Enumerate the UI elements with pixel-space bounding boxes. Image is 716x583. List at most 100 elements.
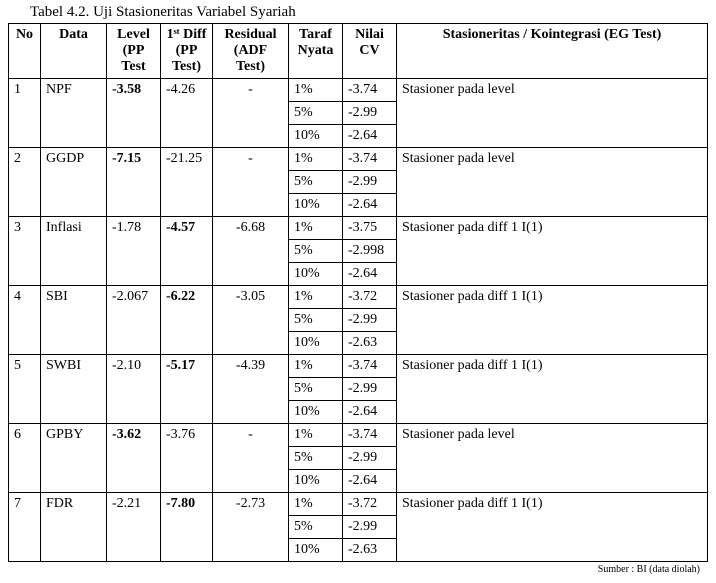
cell-residual: - [213, 424, 289, 493]
th-no: No [9, 24, 41, 79]
cell-taraf: 5% [289, 240, 343, 263]
cell-cv: -3.74 [343, 424, 397, 447]
cell-data: Inflasi [41, 217, 107, 286]
cell-diff: -6.22 [161, 286, 213, 355]
cell-data: SWBI [41, 355, 107, 424]
cell-residual: -3.05 [213, 286, 289, 355]
cell-residual: - [213, 148, 289, 217]
th-taraf: Taraf Nyata [289, 24, 343, 79]
cell-cv: -3.74 [343, 355, 397, 378]
cell-level: -7.15 [107, 148, 161, 217]
table-source: Sumber : BI (data diolah) [8, 564, 700, 575]
cell-data: GGDP [41, 148, 107, 217]
cell-stationarity: Stasioner pada level [397, 148, 708, 217]
cell-cv: -3.74 [343, 79, 397, 102]
cell-taraf: 10% [289, 332, 343, 355]
cell-cv: -3.72 [343, 493, 397, 516]
cell-taraf: 10% [289, 401, 343, 424]
cell-cv: -2.99 [343, 171, 397, 194]
cell-cv: -2.63 [343, 332, 397, 355]
cell-taraf: 1% [289, 217, 343, 240]
cell-diff: -3.76 [161, 424, 213, 493]
cell-stationarity: Stasioner pada diff 1 I(1) [397, 493, 708, 562]
cell-taraf: 5% [289, 516, 343, 539]
cell-diff: -5.17 [161, 355, 213, 424]
cell-cv: -2.99 [343, 447, 397, 470]
cell-taraf: 5% [289, 309, 343, 332]
cell-level: -2.067 [107, 286, 161, 355]
cell-no: 5 [9, 355, 41, 424]
cell-taraf: 1% [289, 286, 343, 309]
cell-taraf: 5% [289, 447, 343, 470]
cell-cv: -2.99 [343, 102, 397, 125]
table-row: 1NPF-3.58-4.26-1%-3.74Stasioner pada lev… [9, 79, 708, 102]
cell-diff: -7.80 [161, 493, 213, 562]
cell-no: 2 [9, 148, 41, 217]
cell-no: 4 [9, 286, 41, 355]
cell-diff: -21.25 [161, 148, 213, 217]
cell-stationarity: Stasioner pada diff 1 I(1) [397, 217, 708, 286]
cell-taraf: 5% [289, 102, 343, 125]
table-header-row: No Data Level (PP Test 1ˢᵗ Diff (PP Test… [9, 24, 708, 79]
th-level: Level (PP Test [107, 24, 161, 79]
cell-level: -3.62 [107, 424, 161, 493]
cell-stationarity: Stasioner pada level [397, 79, 708, 148]
cell-no: 3 [9, 217, 41, 286]
cell-data: SBI [41, 286, 107, 355]
cell-taraf: 1% [289, 79, 343, 102]
cell-taraf: 1% [289, 493, 343, 516]
cell-cv: -2.64 [343, 263, 397, 286]
cell-taraf: 1% [289, 424, 343, 447]
cell-cv: -2.63 [343, 539, 397, 562]
cell-cv: -2.64 [343, 470, 397, 493]
cell-cv: -2.99 [343, 378, 397, 401]
cell-taraf: 10% [289, 539, 343, 562]
cell-residual: -6.68 [213, 217, 289, 286]
cell-residual: - [213, 79, 289, 148]
cell-taraf: 1% [289, 148, 343, 171]
table-row: 3Inflasi-1.78-4.57-6.681%-3.75Stasioner … [9, 217, 708, 240]
cell-stationarity: Stasioner pada diff 1 I(1) [397, 286, 708, 355]
cell-level: -3.58 [107, 79, 161, 148]
cell-level: -2.21 [107, 493, 161, 562]
cell-diff: -4.57 [161, 217, 213, 286]
cell-cv: -3.72 [343, 286, 397, 309]
table-row: 6GPBY-3.62-3.76-1%-3.74Stasioner pada le… [9, 424, 708, 447]
cell-residual: -2.73 [213, 493, 289, 562]
table-row: 2GGDP-7.15-21.25-1%-3.74Stasioner pada l… [9, 148, 708, 171]
th-resid: Residual (ADF Test) [213, 24, 289, 79]
cell-level: -1.78 [107, 217, 161, 286]
cell-level: -2.10 [107, 355, 161, 424]
cell-cv: -3.75 [343, 217, 397, 240]
cell-diff: -4.26 [161, 79, 213, 148]
cell-taraf: 10% [289, 194, 343, 217]
table-row: 7FDR-2.21-7.80-2.731%-3.72Stasioner pada… [9, 493, 708, 516]
cell-cv: -2.99 [343, 309, 397, 332]
cell-taraf: 10% [289, 470, 343, 493]
th-cv: Nilai CV [343, 24, 397, 79]
cell-cv: -2.64 [343, 194, 397, 217]
cell-taraf: 5% [289, 171, 343, 194]
cell-stationarity: Stasioner pada diff 1 I(1) [397, 355, 708, 424]
cell-data: NPF [41, 79, 107, 148]
cell-taraf: 5% [289, 378, 343, 401]
cell-cv: -2.64 [343, 125, 397, 148]
th-data: Data [41, 24, 107, 79]
cell-data: FDR [41, 493, 107, 562]
th-diff: 1ˢᵗ Diff (PP Test) [161, 24, 213, 79]
cell-cv: -2.998 [343, 240, 397, 263]
stationarity-table: No Data Level (PP Test 1ˢᵗ Diff (PP Test… [8, 23, 708, 562]
cell-no: 7 [9, 493, 41, 562]
cell-residual: -4.39 [213, 355, 289, 424]
th-stat: Stasioneritas / Kointegrasi (EG Test) [397, 24, 708, 79]
cell-cv: -2.64 [343, 401, 397, 424]
cell-data: GPBY [41, 424, 107, 493]
cell-cv: -3.74 [343, 148, 397, 171]
table-caption: Tabel 4.2. Uji Stasioneritas Variabel Sy… [30, 4, 708, 21]
table-row: 5SWBI-2.10-5.17-4.391%-3.74 Stasioner pa… [9, 355, 708, 378]
cell-taraf: 10% [289, 125, 343, 148]
cell-stationarity: Stasioner pada level [397, 424, 708, 493]
cell-no: 1 [9, 79, 41, 148]
cell-cv: -2.99 [343, 516, 397, 539]
cell-taraf: 10% [289, 263, 343, 286]
